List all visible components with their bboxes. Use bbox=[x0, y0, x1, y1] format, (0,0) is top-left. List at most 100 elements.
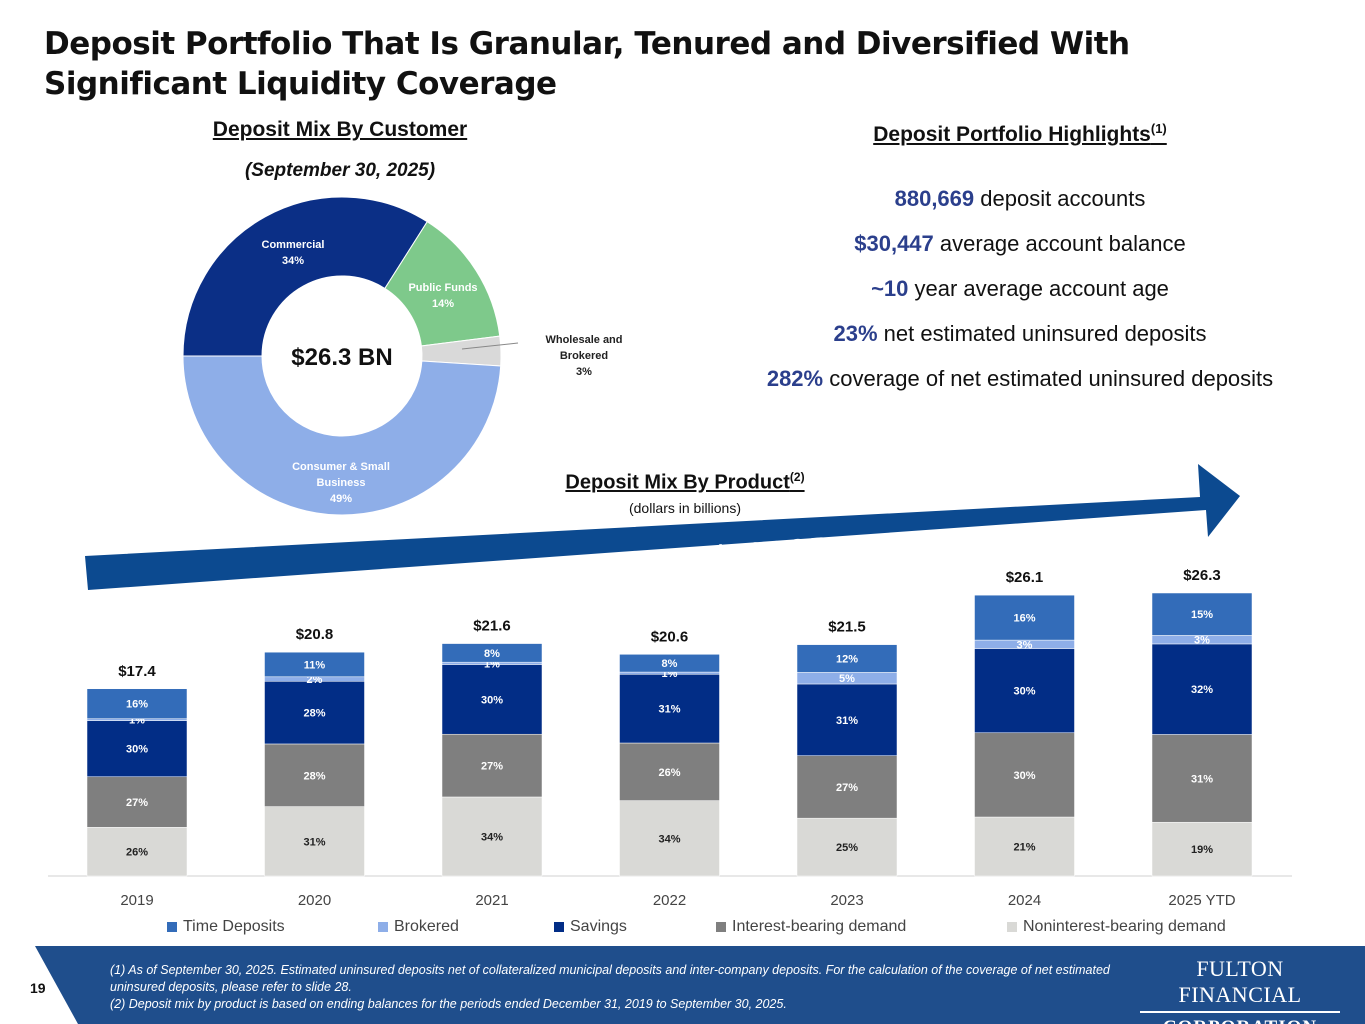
segment-label: 21% bbox=[1013, 842, 1035, 854]
bar-total-label: $26.3 bbox=[1183, 567, 1221, 584]
highlight-value: 23% bbox=[833, 321, 878, 346]
segment-label: 30% bbox=[1013, 686, 1035, 698]
segment-label: 30% bbox=[1013, 770, 1035, 782]
segment-label: 34% bbox=[658, 833, 680, 845]
footer-band bbox=[35, 946, 1365, 1024]
highlight-text: deposit accounts bbox=[974, 186, 1146, 211]
segment-label: 31% bbox=[303, 836, 325, 848]
bar-segment bbox=[974, 732, 1075, 818]
x-tick-label: 2021 bbox=[475, 892, 508, 909]
segment-label: 11% bbox=[304, 659, 326, 671]
legend-swatch bbox=[716, 922, 726, 932]
bar-total-label: $20.6 bbox=[651, 628, 689, 645]
bar-total-label: $21.6 bbox=[473, 618, 511, 635]
segment-label: 31% bbox=[836, 715, 858, 727]
x-tick-label: 2024 bbox=[1008, 892, 1041, 909]
bar-total-label: $20.8 bbox=[296, 626, 334, 643]
bar-segment bbox=[619, 654, 720, 673]
segment-label: 5% bbox=[839, 673, 855, 685]
bar-segment bbox=[796, 644, 898, 673]
x-tick-label: 2023 bbox=[830, 892, 863, 909]
segment-label: 27% bbox=[481, 761, 503, 773]
bar-segment bbox=[86, 688, 188, 719]
product-heading: Deposit Mix By Product(2) bbox=[480, 470, 890, 495]
highlight-value: ~10 bbox=[871, 276, 909, 301]
bar-segment bbox=[441, 643, 543, 663]
segment-label: 30% bbox=[481, 694, 503, 706]
bar-segment bbox=[264, 651, 365, 678]
page-title: Deposit Portfolio That Is Granular, Tenu… bbox=[44, 26, 1130, 102]
highlight-item: ~10 year average account age bbox=[700, 276, 1340, 302]
highlight-text: net estimated uninsured deposits bbox=[877, 321, 1207, 346]
donut-heading: Deposit Mix By Customer bbox=[212, 118, 468, 141]
segment-label: 19% bbox=[1191, 844, 1213, 856]
segment-label: 3% bbox=[1017, 639, 1033, 651]
legend-label: Noninterest-bearing demand bbox=[1023, 918, 1226, 935]
highlight-value: $30,447 bbox=[854, 231, 934, 256]
bar-total-label: $26.1 bbox=[1006, 569, 1044, 586]
bar-segment bbox=[974, 594, 1075, 641]
segment-label: 28% bbox=[303, 708, 325, 720]
bar-segment bbox=[1151, 821, 1253, 877]
bar-total-label: $17.4 bbox=[118, 663, 156, 680]
segment-label: 31% bbox=[658, 704, 680, 716]
bar-segment bbox=[619, 800, 720, 877]
highlight-text: year average account age bbox=[908, 276, 1169, 301]
footnote-2: (2) Deposit mix by product is based on e… bbox=[110, 997, 787, 1011]
product-heading-text: Deposit Mix By Product bbox=[565, 471, 790, 494]
bar-segment bbox=[1151, 592, 1253, 636]
segment-label: 26% bbox=[658, 767, 680, 779]
legend-swatch bbox=[378, 922, 388, 932]
legend-swatch bbox=[1007, 922, 1017, 932]
segment-label: 8% bbox=[662, 658, 678, 670]
bar-segment bbox=[264, 743, 365, 807]
growth-arrow-shape bbox=[85, 464, 1240, 590]
bar-segment bbox=[441, 664, 543, 735]
donut-date: (September 30, 2025) bbox=[244, 160, 436, 181]
highlight-value: 880,669 bbox=[894, 186, 975, 211]
segment-label: 26% bbox=[126, 847, 148, 859]
footnote-1: (1) As of September 30, 2025. Estimated … bbox=[110, 963, 1110, 994]
legend-item: Savings bbox=[554, 918, 627, 936]
segment-label: 27% bbox=[126, 797, 148, 809]
bar-segment bbox=[264, 681, 365, 745]
legend-item: Noninterest-bearing demand bbox=[1007, 918, 1226, 936]
bar-total-label: $21.5 bbox=[828, 619, 866, 636]
x-tick-label: 2022 bbox=[653, 892, 686, 909]
highlight-text: average account balance bbox=[933, 231, 1186, 256]
segment-label: 30% bbox=[126, 744, 148, 756]
bar-segment bbox=[619, 742, 720, 801]
logo-line-1: FULTON FINANCIAL bbox=[1140, 956, 1340, 1013]
segment-label: 34% bbox=[481, 831, 503, 843]
bar-segment bbox=[796, 817, 898, 877]
x-tick-label: 2020 bbox=[298, 892, 331, 909]
footnote-ref: (2) bbox=[789, 470, 805, 484]
company-logo: FULTON FINANCIAL CORPORATION bbox=[1140, 956, 1340, 1024]
bar-segment bbox=[1151, 734, 1253, 823]
x-tick-label: 2025 YTD bbox=[1168, 892, 1235, 909]
product-units: (dollars in billions) bbox=[628, 500, 742, 516]
segment-label: 28% bbox=[303, 770, 325, 782]
bar-segment bbox=[619, 674, 720, 744]
highlights-heading-text: Deposit Portfolio Highlights bbox=[873, 123, 1151, 146]
bar-segment bbox=[86, 827, 188, 877]
highlight-item: 23% net estimated uninsured deposits bbox=[700, 321, 1340, 347]
highlight-item: 282% coverage of net estimated uninsured… bbox=[700, 366, 1340, 392]
bar-segment bbox=[441, 796, 543, 877]
highlight-item: 880,669 deposit accounts bbox=[700, 186, 1340, 212]
segment-label: 31% bbox=[1191, 773, 1213, 785]
segment-label: 16% bbox=[126, 699, 148, 711]
segment-label: 12% bbox=[836, 654, 858, 666]
legend-label: Savings bbox=[570, 918, 627, 935]
bar-segment bbox=[796, 683, 898, 756]
bar-segment bbox=[974, 816, 1075, 877]
x-tick-label: 2019 bbox=[120, 892, 153, 909]
legend-item: Time Deposits bbox=[167, 918, 285, 936]
legend-swatch bbox=[167, 922, 177, 932]
segment-label: 32% bbox=[1191, 684, 1213, 696]
footnotes: (1) As of September 30, 2025. Estimated … bbox=[110, 962, 1140, 1013]
highlight-item: $30,447 average account balance bbox=[700, 231, 1340, 257]
